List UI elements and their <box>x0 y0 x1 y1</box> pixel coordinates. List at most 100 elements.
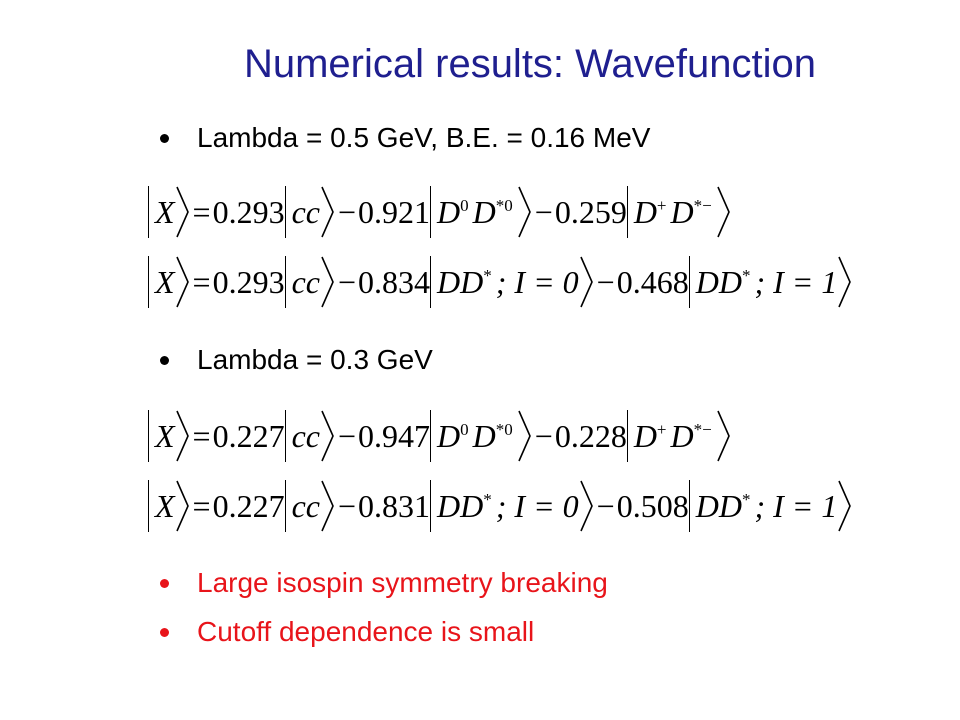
ket-superscript: 0 <box>460 420 469 439</box>
ket-symbol: D <box>437 417 461 454</box>
ket: cc <box>284 480 320 532</box>
coefficient: 0.293 <box>212 193 285 230</box>
ket-bracket <box>175 410 189 462</box>
ket-bracket <box>518 410 531 462</box>
coefficient: 0.508 <box>616 487 689 524</box>
ket: cc <box>284 410 320 462</box>
ket-bracket-line <box>321 256 334 308</box>
ket-bracket <box>716 410 730 462</box>
ket: DD *; I = 0 <box>430 480 579 532</box>
equation: X = 0.293 cc −0.834 DD *; I = 0−0.468 DD *; I = … <box>148 254 853 310</box>
ket-bracket-line <box>518 186 531 238</box>
ket-bracket <box>716 186 730 238</box>
ket-bracket <box>175 256 189 308</box>
operator: − <box>596 487 615 524</box>
note-text: Large isospin symmetry breaking <box>197 567 608 598</box>
ket-superscript: *0 <box>495 420 513 439</box>
ket-bracket-line <box>579 480 593 532</box>
operator: − <box>534 193 553 230</box>
ket-bracket <box>579 256 593 308</box>
bullet-dot <box>160 578 169 588</box>
ket: D 0 D *0 <box>430 410 517 462</box>
ket: DD *; I = 1 <box>688 480 838 532</box>
note-text: Cutoff dependence is small <box>197 616 535 647</box>
coefficient: 0.293 <box>212 263 285 300</box>
ket-symbol: DD <box>437 263 484 300</box>
ket: DD *; I = 0 <box>430 256 579 308</box>
ket-bracket-line <box>838 480 852 532</box>
ket-symbol: ; I = 0 <box>495 487 579 524</box>
coefficient: 0.468 <box>616 263 689 300</box>
ket-bracket-line <box>518 410 531 462</box>
note-item: Cutoff dependence is small <box>160 612 534 652</box>
ket-bracket <box>838 256 852 308</box>
operator: − <box>338 263 357 300</box>
ket-bracket-line <box>175 186 189 238</box>
ket: X <box>148 186 175 238</box>
ket-symbol: D <box>670 193 694 230</box>
ket-symbol: cc <box>291 263 320 300</box>
ket-superscript: *0 <box>495 196 513 215</box>
ket: D + D *− <box>626 410 716 462</box>
equation: X = 0.293 cc −0.921 D 0 D *0−0.259 D + D *− <box>148 184 732 240</box>
bullet-dot <box>160 627 169 637</box>
ket-bracket-line <box>838 256 852 308</box>
bullet-dot <box>160 133 169 143</box>
ket: DD *; I = 1 <box>688 256 837 308</box>
coefficient: 0.227 <box>212 487 285 524</box>
ket: X <box>148 410 175 462</box>
ket-state: X <box>155 263 175 300</box>
ket-superscript: * <box>483 266 492 285</box>
ket-superscript: *− <box>693 420 712 439</box>
bullet-text: Lambda = 0.3 GeV <box>197 344 433 375</box>
ket-state: X <box>155 193 175 230</box>
bullet-item: Lambda = 0.5 GeV, B.E. = 0.16 MeV <box>160 118 650 158</box>
ket: X <box>148 256 175 308</box>
ket: cc <box>284 186 320 238</box>
ket-bracket <box>579 480 593 532</box>
coefficient: 0.227 <box>212 417 285 454</box>
ket-symbol: DD <box>437 487 484 524</box>
ket-symbol: ; I = 0 <box>495 263 579 300</box>
coefficient: 0.228 <box>554 417 627 454</box>
coefficient: 0.831 <box>358 487 431 524</box>
ket-bracket-line <box>175 256 189 308</box>
ket-superscript: *− <box>693 196 712 215</box>
ket-symbol: D <box>670 417 694 454</box>
ket-bracket-line <box>579 256 593 308</box>
ket-symbol: DD <box>695 263 742 300</box>
ket-symbol: cc <box>291 193 320 230</box>
ket-symbol: D <box>472 417 496 454</box>
equation: X = 0.227 cc −0.831 DD *; I = 0−0.508 DD *; I = … <box>148 478 853 534</box>
ket-state: X <box>155 487 175 524</box>
operator: = <box>192 263 211 300</box>
ket-bracket-line <box>175 410 189 462</box>
ket-symbol: ; I = 1 <box>754 487 838 524</box>
ket-bracket-line <box>716 410 730 462</box>
ket: cc <box>284 256 320 308</box>
ket-symbol: D <box>472 193 496 230</box>
ket-bracket <box>838 480 852 532</box>
ket-superscript: + <box>656 196 667 215</box>
ket: X <box>148 480 175 532</box>
slide-title: Numerical results: Wavefunction <box>243 42 817 86</box>
ket-superscript: * <box>741 266 751 285</box>
ket-bracket-line <box>321 186 334 238</box>
ket-superscript: 0 <box>460 196 469 215</box>
ket-bracket-line <box>321 480 334 532</box>
ket-symbol: D <box>437 193 461 230</box>
operator: = <box>192 417 211 454</box>
ket-symbol: DD <box>695 487 742 524</box>
coefficient: 0.947 <box>358 417 431 454</box>
coefficient: 0.259 <box>554 193 627 230</box>
bullet-text: Lambda = 0.5 GeV, B.E. = 0.16 MeV <box>197 122 651 153</box>
coefficient: 0.834 <box>358 263 431 300</box>
ket-symbol: D <box>633 417 657 454</box>
equation: X = 0.227 cc −0.947 D 0 D *0−0.228 D + D *− <box>148 408 732 464</box>
ket-bracket <box>518 186 531 238</box>
ket-symbol: cc <box>291 487 320 524</box>
operator: − <box>338 417 357 454</box>
note-item: Large isospin symmetry breaking <box>160 563 608 603</box>
ket-bracket <box>175 480 189 532</box>
